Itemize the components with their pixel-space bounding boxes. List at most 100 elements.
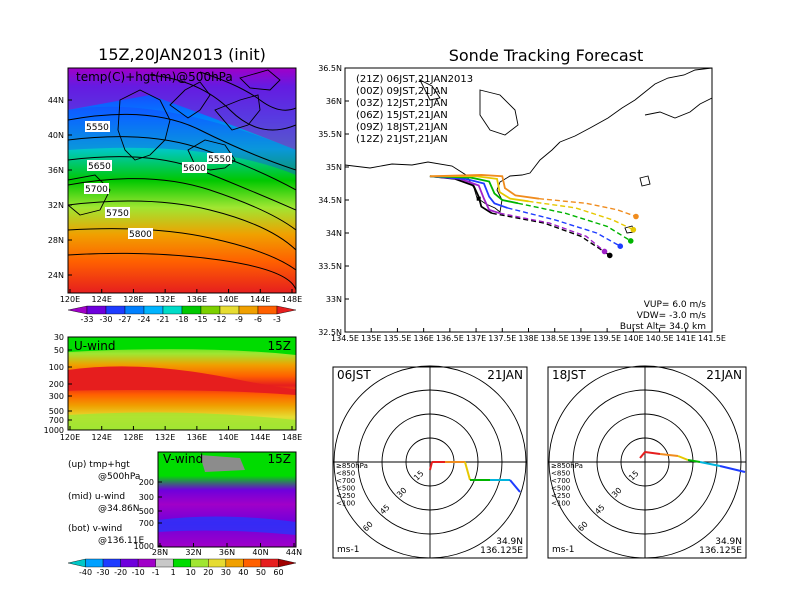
hodograph-date: 21JAN bbox=[487, 368, 523, 382]
track-lon-label: 139.5E bbox=[593, 334, 621, 343]
vwind-x-label: 28N bbox=[152, 548, 168, 557]
track-lat-ticks: 36.5N 36N 35.5N 35N 34.5N 34N 33.5N 33N 32.5N bbox=[318, 64, 349, 337]
uwind-y-label: 50 bbox=[54, 346, 64, 355]
wind-colorbar-label: -30 bbox=[97, 568, 110, 577]
vwind-x-label: 36N bbox=[219, 548, 235, 557]
track-endpoint bbox=[633, 213, 639, 220]
vwind-time: 15Z bbox=[268, 452, 292, 466]
lon-tick-label: 132E bbox=[155, 295, 175, 304]
left-map-lon-ticks: 120E 124E 128E 132E 136E 140E 144E 148E bbox=[60, 289, 302, 304]
wind-colorbar-label: 50 bbox=[256, 568, 266, 577]
track-line bbox=[429, 174, 540, 200]
height-label-5750: 5750 bbox=[106, 209, 129, 219]
lon-tick-label: 140E bbox=[218, 295, 238, 304]
vwind-x-label: 32N bbox=[185, 548, 201, 557]
lon-tick-label: 144E bbox=[250, 295, 270, 304]
track-lon-label: 137E bbox=[466, 334, 486, 343]
sonde-tracks bbox=[429, 174, 639, 259]
uwind-x-label: 120E bbox=[60, 433, 80, 442]
note-bot-a: (bot) v-wind bbox=[68, 524, 122, 534]
temp-colorbar-swatch bbox=[238, 305, 259, 315]
height-label-5550a: 5550 bbox=[86, 123, 109, 133]
lon-tick-label: 124E bbox=[92, 295, 112, 304]
uwind-x-ticks: 120E 124E 128E 132E 136E 140E 144E 148E bbox=[60, 426, 302, 442]
temp-colorbar-label: -27 bbox=[118, 315, 131, 324]
hodograph-time: 06JST bbox=[337, 368, 371, 382]
height-label-5700: 5700 bbox=[85, 185, 108, 195]
track-lon-label: 137.5E bbox=[488, 334, 516, 343]
track-line-dashed bbox=[499, 212, 605, 253]
pressure-legend-entry: ≥850hPa bbox=[336, 462, 368, 470]
pressure-legend-entry: <100 bbox=[551, 500, 570, 508]
track-lat-label: 33.5N bbox=[318, 262, 342, 271]
track-line bbox=[429, 175, 508, 209]
temp-colorbar-swatch bbox=[86, 305, 107, 315]
run-legend-entry: (03Z) 12JST,21JAN bbox=[356, 98, 448, 109]
lon-tick-label: 136E bbox=[187, 295, 207, 304]
temperature-colorbar: -33 -30 -27 -24 -21 -18 -15 -12 -9 -6 -3 bbox=[67, 305, 297, 324]
temp-colorbar-swatch bbox=[124, 305, 145, 315]
uwind-y-label: 700 bbox=[49, 416, 64, 425]
uwind-x-label: 132E bbox=[155, 433, 175, 442]
left-map-frame bbox=[67, 67, 297, 294]
height-label-5800: 5800 bbox=[129, 230, 152, 240]
wind-colorbar-label: -40 bbox=[79, 568, 92, 577]
track-map bbox=[345, 68, 712, 332]
wind-colorbar-swatch bbox=[155, 558, 174, 568]
note-up-a: (up) tmp+hgt bbox=[68, 460, 130, 470]
vwind-cross-section bbox=[158, 452, 296, 547]
pressure-legend-entry: <250 bbox=[336, 492, 355, 500]
track-lon-label: 141E bbox=[676, 334, 696, 343]
hodograph-segment bbox=[659, 453, 679, 457]
track-lon-label: 138E bbox=[518, 334, 538, 343]
hodograph-lon: 136.125E bbox=[480, 546, 523, 556]
lon-tick-label: 148E bbox=[282, 295, 302, 304]
wind-colorbar-swatch bbox=[208, 558, 227, 568]
track-lat-label: 34N bbox=[326, 229, 342, 238]
wind-colorbar-label: 1 bbox=[171, 568, 176, 577]
track-lat-label: 36.5N bbox=[318, 64, 342, 73]
hodograph-unit: ms-1 bbox=[552, 545, 574, 555]
track-lon-label: 135E bbox=[361, 334, 381, 343]
track-lat-label: 34.5N bbox=[318, 196, 342, 205]
temp-colorbar-label: -15 bbox=[194, 315, 207, 324]
run-legend: (21Z) 06JST,21JAN2013(00Z) 09JST,21JAN(0… bbox=[356, 74, 473, 145]
wind-colorbar-swatch bbox=[190, 558, 209, 568]
lat-tick-label: 36N bbox=[48, 166, 64, 175]
track-lon-label: 141.5E bbox=[698, 334, 726, 343]
lat-tick-label: 28N bbox=[48, 236, 64, 245]
wind-colorbar-swatch bbox=[173, 558, 191, 568]
temp-colorbar-label: -30 bbox=[99, 315, 112, 324]
track-line bbox=[429, 175, 519, 205]
track-lon-ticks: 134.5E 135E 135.5E 136E 136.5E 137E 137.5E 138E… bbox=[331, 328, 726, 343]
uwind-x-label: 124E bbox=[92, 433, 112, 442]
wind-colorbar-swatch bbox=[102, 558, 121, 568]
left-main-title: 15Z,20JAN2013 (init) bbox=[98, 45, 266, 64]
temp-colorbar-swatch bbox=[276, 305, 297, 315]
hodograph-lon: 136.125E bbox=[699, 546, 742, 556]
temp-colorbar-swatch bbox=[219, 305, 240, 315]
hodograph-segment bbox=[464, 461, 471, 481]
param-vdw: VDW= -3.0 m/s bbox=[637, 311, 707, 321]
run-legend-entry: (21Z) 06JST,21JAN2013 bbox=[356, 74, 473, 85]
wind-colorbar-swatch bbox=[120, 558, 139, 568]
hodograph-segment bbox=[677, 455, 689, 461]
hodograph-lat: 34.9N bbox=[496, 537, 523, 547]
uwind-y-label: 500 bbox=[49, 407, 64, 416]
vwind-y-ticks: 200 300 500 700 1000 bbox=[134, 478, 162, 551]
wind-colorbar-swatch bbox=[278, 558, 297, 568]
height-label-5550b: 5550 bbox=[208, 155, 231, 165]
track-endpoint bbox=[627, 238, 634, 244]
vwind-x-label: 40N bbox=[252, 548, 268, 557]
pressure-legend-entry: <250 bbox=[551, 492, 570, 500]
hodograph-segment bbox=[429, 461, 433, 471]
note-mid-b: @34.86N bbox=[98, 504, 140, 514]
wind-colorbar-swatch bbox=[137, 558, 156, 568]
wind-colorbar-label: -10 bbox=[132, 568, 145, 577]
temp-colorbar-label: -12 bbox=[213, 315, 226, 324]
uwind-x-label: 136E bbox=[187, 433, 207, 442]
hodograph-segment bbox=[719, 465, 746, 473]
